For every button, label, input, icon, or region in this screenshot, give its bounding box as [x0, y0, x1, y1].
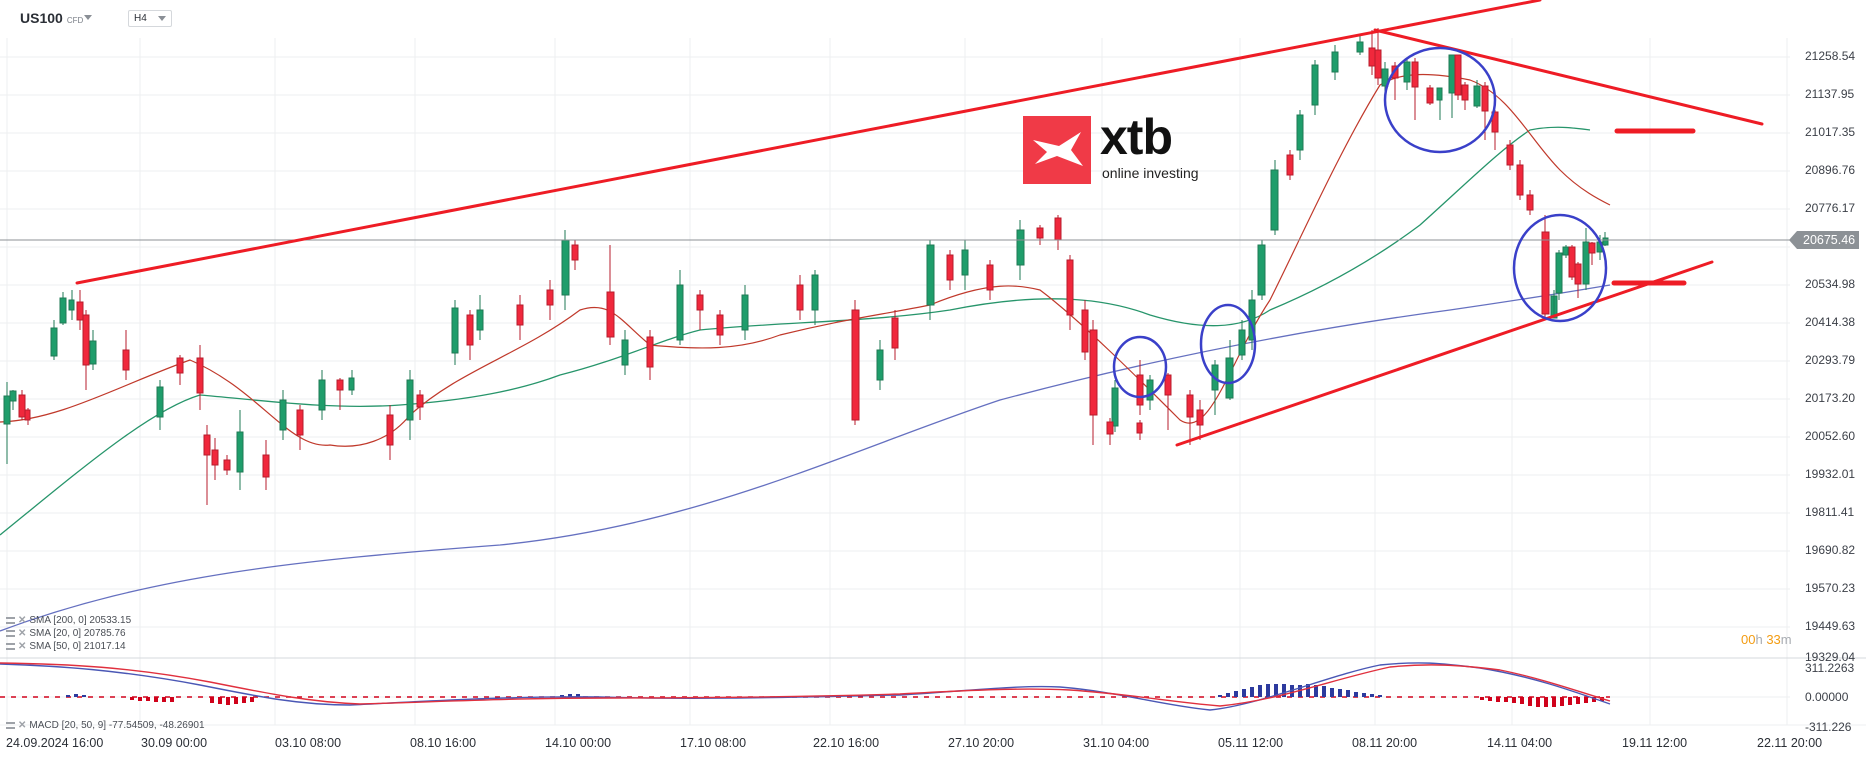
annotation-circles[interactable] — [1112, 46, 1608, 399]
symbol-chevron-down-icon[interactable] — [84, 15, 92, 20]
legend-sma50[interactable]: ✕ SMA [50, 0] 21017.14 — [6, 641, 126, 652]
price-label: 19811.41 — [1805, 505, 1855, 519]
macd-pane — [0, 662, 1611, 711]
time-label: 14.11 04:00 — [1487, 736, 1553, 750]
descending-trendline — [1373, 28, 1764, 126]
trendlines[interactable] — [75, 0, 1764, 447]
price-label: 19690.82 — [1805, 543, 1856, 557]
macd-axis-label: 311.2263 — [1805, 661, 1855, 675]
upper-rising-trendline — [75, 0, 1542, 285]
price-label: 19329.04 — [1805, 650, 1856, 664]
price-label: 21017.35 — [1805, 125, 1856, 139]
time-label: 31.10 04:00 — [1083, 736, 1150, 750]
circle-11-11 — [1383, 46, 1497, 154]
sma200-line — [0, 284, 1611, 632]
time-label: 27.10 20:00 — [948, 736, 1015, 750]
macd-positive-histogram — [66, 684, 1382, 697]
signal-line — [0, 662, 1611, 707]
time-label: 19.11 12:00 — [1622, 736, 1688, 750]
settings-list-icon[interactable] — [6, 616, 15, 624]
time-label: 22.10 16:00 — [813, 736, 880, 750]
circle-15-11 — [1512, 213, 1608, 323]
price-label: 21137.95 — [1805, 87, 1855, 101]
time-label: 17.10 08:00 — [680, 736, 747, 750]
time-label: 24.09.2024 16:00 — [6, 736, 104, 750]
macd-negative-histogram — [130, 697, 1604, 707]
price-label: 20776.17 — [1805, 201, 1856, 215]
circle-05-11 — [1199, 303, 1257, 385]
close-icon[interactable]: ✕ — [18, 720, 27, 731]
price-label: 20414.38 — [1805, 315, 1856, 329]
candlesticks — [3, 28, 1609, 505]
time-label: 08.11 20:00 — [1352, 736, 1418, 750]
grid — [0, 38, 1790, 725]
timeframe-dropdown[interactable]: H4 — [128, 10, 172, 27]
legend-sma20[interactable]: ✕ SMA [20, 0] 20785.76 — [6, 628, 126, 639]
xtb-x-icon — [1033, 132, 1083, 166]
candle-countdown: 00h 33m — [1741, 632, 1792, 647]
price-label: 20173.20 — [1805, 391, 1856, 405]
symbol-selector[interactable]: US100 CFD — [20, 10, 83, 26]
close-icon[interactable]: ✕ — [18, 628, 27, 639]
settings-list-icon[interactable] — [6, 629, 15, 637]
xtb-logo-mark — [1023, 116, 1091, 184]
sma50-line — [0, 126, 1591, 536]
price-label: 21258.54 — [1805, 49, 1856, 63]
symbol-name: US100 — [20, 10, 63, 26]
price-label: 20293.79 — [1805, 353, 1856, 367]
time-label: 03.10 08:00 — [275, 736, 342, 750]
legend-sma200[interactable]: ✕ SMA [200, 0] 20533.15 — [6, 615, 131, 626]
price-label: 19570.23 — [1805, 581, 1856, 595]
settings-list-icon[interactable] — [6, 721, 15, 729]
time-label: 14.10 00:00 — [545, 736, 612, 750]
time-label: 22.11 20:00 — [1757, 736, 1823, 750]
time-label: 30.09 00:00 — [141, 736, 208, 750]
macd-axis-label: 0.00000 — [1805, 690, 1849, 704]
symbol-type: CFD — [66, 16, 84, 25]
close-icon[interactable]: ✕ — [18, 615, 27, 626]
price-label: 19449.63 — [1805, 619, 1856, 633]
current-price-tag: 20675.46 — [1788, 231, 1860, 249]
circle-31-10 — [1112, 335, 1168, 399]
lower-rising-trendline — [1175, 260, 1714, 447]
macd-axis-label: -311.226 — [1805, 720, 1852, 734]
price-label: 19932.01 — [1805, 467, 1856, 481]
price-label: 20052.60 — [1805, 429, 1856, 443]
timeframe-chevron-down-icon — [158, 16, 166, 21]
price-label: 20534.98 — [1805, 277, 1856, 291]
legend-macd[interactable]: ✕ MACD [20, 50, 9] -77.54509, -48.26901 — [6, 720, 205, 731]
xtb-tagline: online investing — [1102, 165, 1199, 181]
macd-line — [0, 662, 1611, 711]
price-label: 20896.76 — [1805, 163, 1856, 177]
time-label: 05.11 12:00 — [1218, 736, 1284, 750]
timeframe-value: H4 — [134, 13, 147, 24]
top-bar: US100 CFD H4 — [0, 0, 1866, 38]
settings-list-icon[interactable] — [6, 642, 15, 650]
time-label: 08.10 16:00 — [410, 736, 477, 750]
close-icon[interactable]: ✕ — [18, 641, 27, 652]
xtb-wordmark: xtb — [1100, 109, 1173, 165]
